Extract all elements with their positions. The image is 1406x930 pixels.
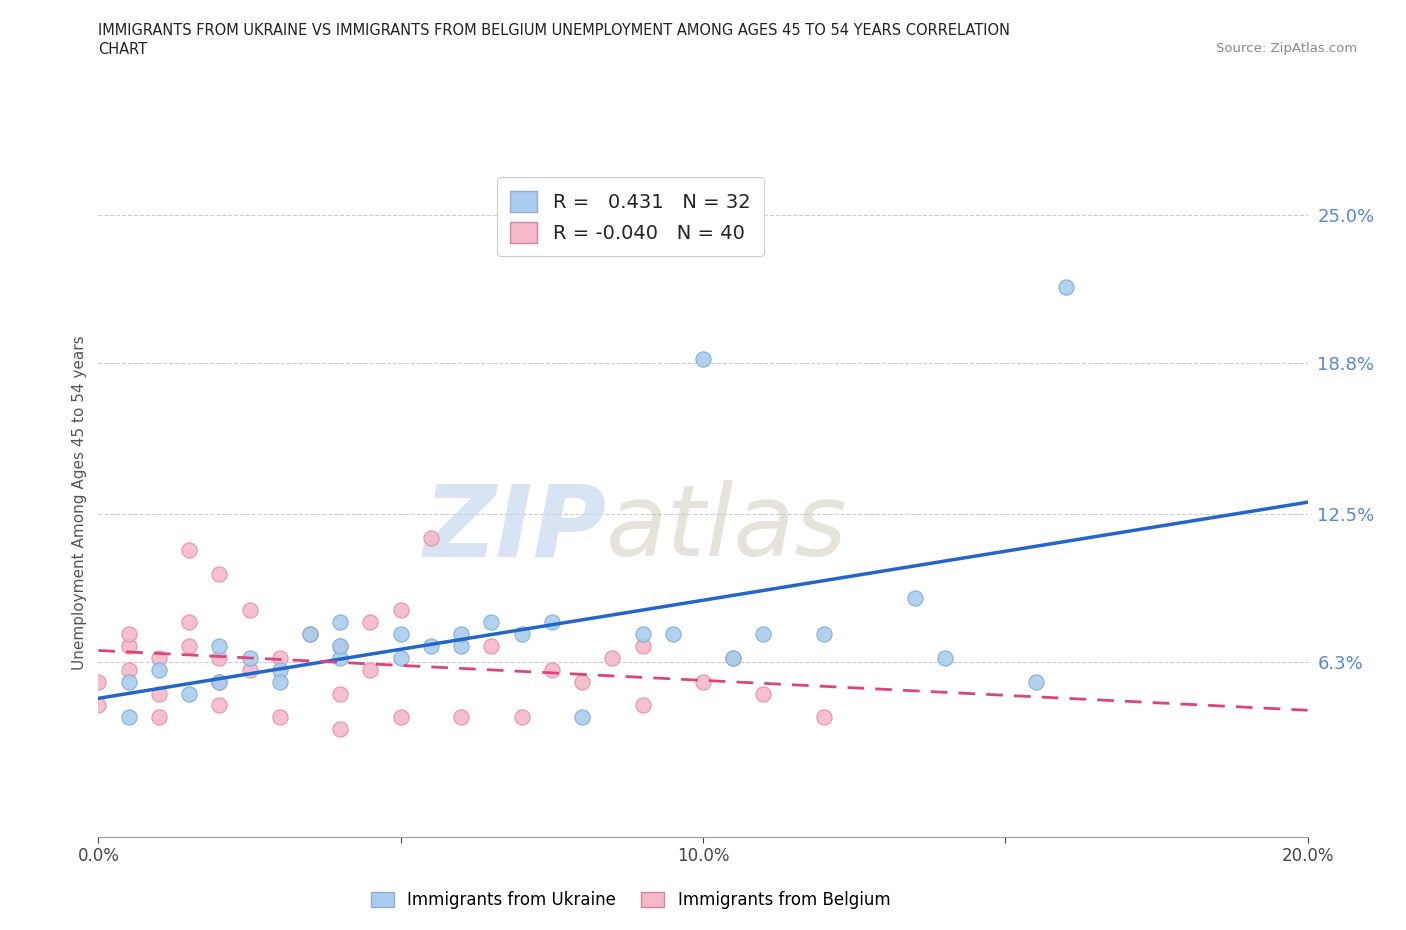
Point [1054, 280, 1077, 295]
Point [481, 615, 503, 630]
Point [208, 674, 231, 689]
Text: atlas: atlas [606, 481, 848, 578]
Point [148, 662, 170, 677]
Point [360, 615, 382, 630]
Point [540, 662, 562, 677]
Text: CHART: CHART [98, 42, 148, 57]
Point [450, 638, 472, 653]
Point [177, 638, 201, 653]
Point [208, 566, 231, 581]
Point [329, 686, 352, 701]
Point [450, 626, 472, 641]
Point [148, 686, 170, 701]
Point [118, 638, 141, 653]
Point [692, 352, 714, 366]
Point [329, 650, 352, 665]
Point [1024, 674, 1046, 689]
Text: IMMIGRANTS FROM UKRAINE VS IMMIGRANTS FROM BELGIUM UNEMPLOYMENT AMONG AGES 45 TO: IMMIGRANTS FROM UKRAINE VS IMMIGRANTS FR… [98, 23, 1011, 38]
Point [571, 674, 593, 689]
Point [481, 638, 503, 653]
Point [299, 626, 322, 641]
Text: ZIP: ZIP [423, 481, 606, 578]
Point [602, 650, 624, 665]
Point [177, 615, 201, 630]
Point [208, 638, 231, 653]
Point [934, 650, 956, 665]
Point [208, 674, 231, 689]
Point [360, 662, 382, 677]
Point [208, 650, 231, 665]
Point [631, 698, 654, 713]
Point [419, 531, 441, 546]
Point [329, 638, 352, 653]
Point [87, 698, 110, 713]
Point [721, 650, 744, 665]
Point [118, 710, 141, 724]
Point [692, 674, 714, 689]
Point [813, 626, 835, 641]
Point [177, 542, 201, 557]
Point [631, 626, 654, 641]
Point [329, 615, 352, 630]
Text: Source: ZipAtlas.com: Source: ZipAtlas.com [1216, 42, 1357, 55]
Point [299, 626, 322, 641]
Point [118, 674, 141, 689]
Point [904, 591, 927, 605]
Point [87, 674, 110, 689]
Point [631, 638, 654, 653]
Point [721, 650, 744, 665]
Point [571, 710, 593, 724]
Point [329, 722, 352, 737]
Point [269, 710, 291, 724]
Point [389, 626, 412, 641]
Point [239, 650, 262, 665]
Point [813, 710, 835, 724]
Point [329, 638, 352, 653]
Point [269, 662, 291, 677]
Point [118, 626, 141, 641]
Point [540, 615, 562, 630]
Point [510, 710, 533, 724]
Point [389, 710, 412, 724]
Point [239, 603, 262, 618]
Point [450, 710, 472, 724]
Point [148, 710, 170, 724]
Point [389, 603, 412, 618]
Point [118, 662, 141, 677]
Point [269, 674, 291, 689]
Point [148, 650, 170, 665]
Legend: Immigrants from Ukraine, Immigrants from Belgium: Immigrants from Ukraine, Immigrants from… [364, 884, 897, 916]
Point [752, 686, 775, 701]
Point [177, 686, 201, 701]
Point [661, 626, 683, 641]
Point [389, 650, 412, 665]
Point [239, 662, 262, 677]
Point [752, 626, 775, 641]
Y-axis label: Unemployment Among Ages 45 to 54 years: Unemployment Among Ages 45 to 54 years [72, 335, 87, 670]
Point [510, 626, 533, 641]
Point [269, 650, 291, 665]
Point [419, 638, 441, 653]
Point [208, 698, 231, 713]
